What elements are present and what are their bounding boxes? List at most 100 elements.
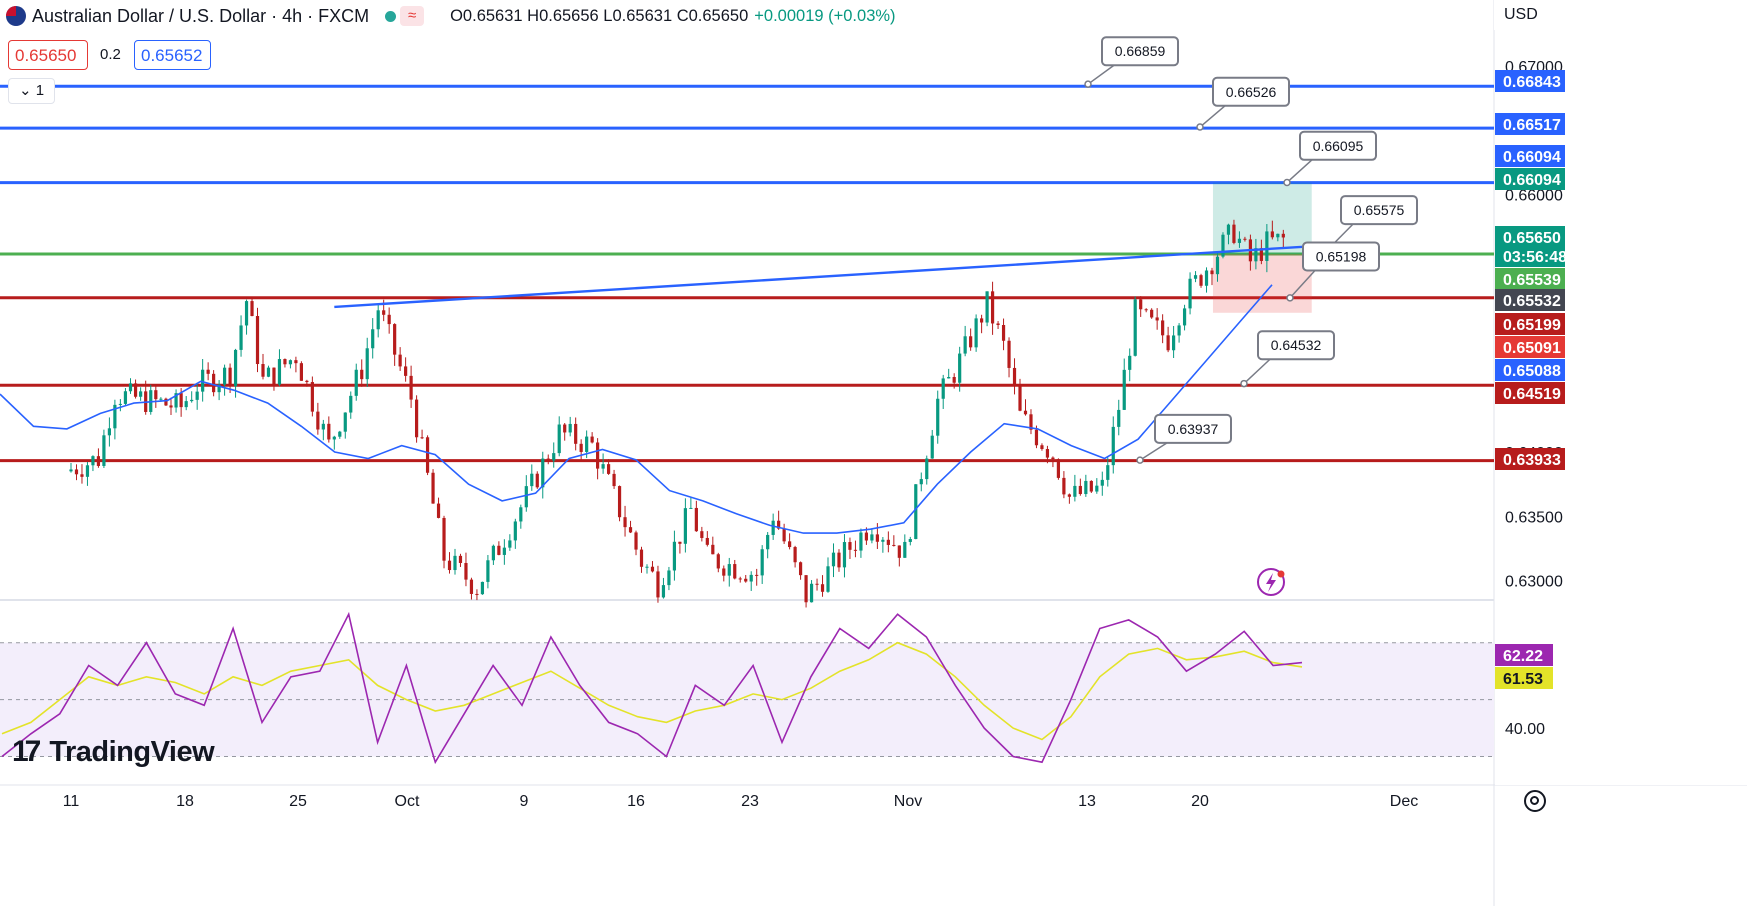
candle bbox=[941, 378, 945, 399]
candle bbox=[870, 534, 874, 541]
price-label-bg bbox=[1495, 226, 1565, 248]
candle bbox=[727, 564, 731, 576]
candle bbox=[113, 404, 117, 429]
indicator-count: 1 bbox=[35, 82, 45, 99]
candle bbox=[453, 555, 457, 571]
candle bbox=[283, 359, 287, 365]
candle bbox=[118, 403, 122, 405]
candle bbox=[1111, 426, 1115, 466]
candle bbox=[639, 549, 644, 567]
callout-label: 0.64532 bbox=[1271, 337, 1322, 353]
time-tick: Oct bbox=[395, 793, 420, 810]
candle bbox=[1040, 445, 1044, 450]
candle bbox=[447, 560, 452, 571]
candle bbox=[958, 353, 962, 383]
candle bbox=[360, 369, 364, 380]
candle bbox=[80, 474, 84, 477]
price-label-bg bbox=[1495, 168, 1565, 190]
time-axis[interactable]: 11 18 25 Oct 9 16 23 Nov 13 20 Dec bbox=[63, 793, 1419, 810]
brand-name: TradingView bbox=[49, 735, 215, 768]
candle bbox=[425, 437, 430, 473]
currency-selector[interactable]: USD bbox=[1494, 0, 1747, 30]
price-callout: 0.66526 bbox=[1196, 76, 1290, 131]
callout-box bbox=[1257, 330, 1335, 361]
symbol-title[interactable]: Australian Dollar / U.S. Dollar · 4h · F… bbox=[32, 5, 370, 26]
price-label: 0.64519 bbox=[1503, 386, 1561, 403]
price-axis[interactable]: 0.670000.660000.655000.640000.635000.630… bbox=[1495, 30, 1747, 785]
candle bbox=[1265, 231, 1269, 261]
horizontal-levels[interactable] bbox=[0, 84, 1494, 463]
candle bbox=[139, 391, 143, 397]
candle bbox=[69, 469, 73, 472]
candle bbox=[864, 532, 869, 541]
callout-leader bbox=[1286, 159, 1313, 184]
callout-label: 0.65198 bbox=[1316, 248, 1367, 264]
wave-icon[interactable]: ≈ bbox=[400, 6, 425, 26]
price-tick: 0.63000 bbox=[1505, 574, 1563, 591]
candle bbox=[250, 301, 254, 317]
candle bbox=[519, 507, 523, 522]
tradingview-logo[interactable]: 17 TradingView bbox=[12, 735, 215, 769]
price-label-bg bbox=[1495, 289, 1565, 311]
callout-anchor bbox=[1084, 80, 1092, 88]
candle bbox=[228, 367, 232, 387]
candle bbox=[914, 484, 918, 540]
candle bbox=[404, 366, 408, 376]
candle bbox=[212, 373, 216, 393]
candle bbox=[875, 534, 879, 542]
price-callout: 0.64532 bbox=[1240, 330, 1335, 388]
candle bbox=[837, 552, 841, 568]
candle bbox=[831, 552, 836, 567]
time-tick: Dec bbox=[1390, 793, 1418, 810]
price-label: 0.65088 bbox=[1503, 363, 1561, 380]
candle bbox=[1210, 270, 1214, 275]
lightning-icon-dot bbox=[1277, 570, 1285, 578]
candle bbox=[305, 380, 309, 383]
candle bbox=[733, 564, 737, 579]
price-label-bg bbox=[1495, 113, 1565, 135]
price-callout: 0.63937 bbox=[1136, 413, 1232, 464]
candle bbox=[1062, 477, 1066, 495]
price-label-bg bbox=[1495, 359, 1565, 381]
candle bbox=[606, 464, 611, 474]
candle bbox=[969, 336, 973, 348]
candle bbox=[1056, 459, 1061, 478]
candle bbox=[1133, 299, 1137, 356]
candle bbox=[1089, 480, 1093, 492]
chart-header[interactable]: Australian Dollar / U.S. Dollar · 4h · F… bbox=[6, 4, 896, 28]
loss-zone bbox=[1212, 254, 1312, 313]
candle bbox=[919, 479, 923, 485]
candle bbox=[1172, 335, 1176, 351]
sell-button[interactable]: 0.65650 bbox=[8, 40, 88, 70]
callout-box bbox=[1302, 241, 1380, 272]
candle bbox=[469, 579, 474, 594]
candle bbox=[793, 547, 797, 563]
price-label: 0.66094 bbox=[1503, 149, 1561, 166]
price-callout: 0.65575 bbox=[1324, 195, 1418, 254]
candle bbox=[1177, 325, 1181, 336]
candle bbox=[1084, 480, 1088, 495]
callout-label: 0.66859 bbox=[1115, 43, 1166, 59]
profit-zone bbox=[1212, 182, 1312, 255]
candle bbox=[936, 398, 940, 436]
price-label: 0.65091 bbox=[1503, 340, 1561, 357]
buy-button[interactable]: 0.65652 bbox=[134, 40, 211, 70]
candle bbox=[382, 310, 386, 315]
candle bbox=[1122, 369, 1126, 410]
candle bbox=[261, 364, 265, 377]
time-tick: Nov bbox=[894, 793, 922, 810]
collapse-indicators-button[interactable]: ⌄ 1 bbox=[8, 78, 55, 104]
candle bbox=[195, 391, 199, 400]
candle bbox=[546, 458, 550, 461]
candle bbox=[316, 411, 320, 430]
candle bbox=[1204, 270, 1209, 286]
candle bbox=[1018, 385, 1022, 411]
candle bbox=[711, 544, 715, 555]
candle bbox=[458, 555, 463, 563]
callout-leader bbox=[1243, 358, 1271, 385]
callout-box bbox=[1101, 36, 1179, 67]
candle bbox=[738, 578, 742, 580]
settings-icon[interactable] bbox=[1524, 790, 1546, 812]
